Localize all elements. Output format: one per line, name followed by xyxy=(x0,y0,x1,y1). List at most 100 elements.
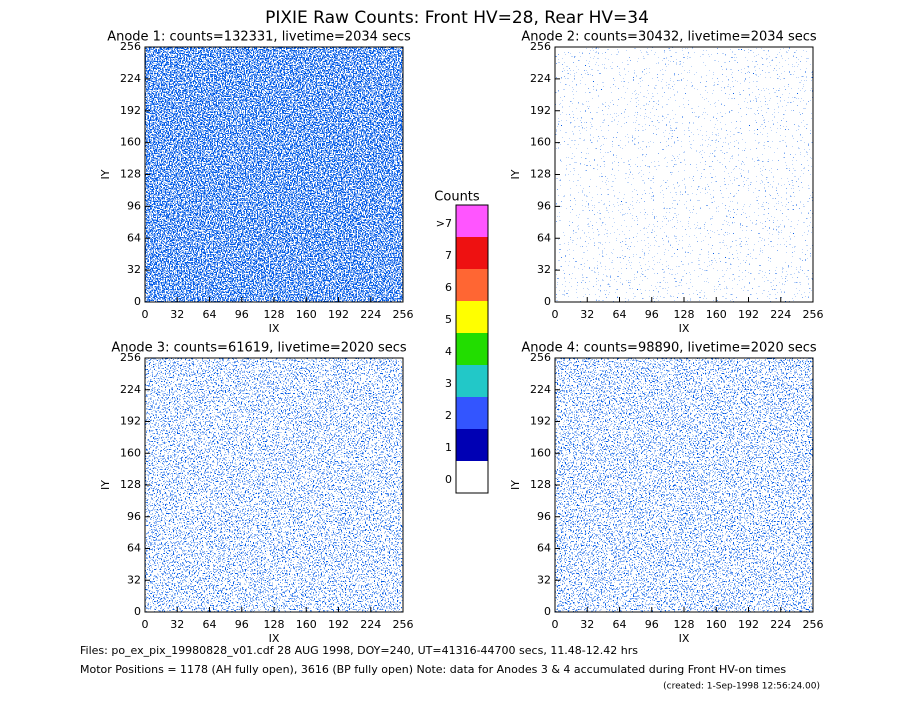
y-tick-label: 160 xyxy=(530,136,551,149)
colorbar-label: 3 xyxy=(445,377,452,390)
x-tick-label: 160 xyxy=(296,308,317,321)
x-tick-label: 192 xyxy=(738,618,759,631)
panel-title: Anode 2: counts=30432, livetime=2034 sec… xyxy=(521,30,817,45)
x-tick-label: 0 xyxy=(142,308,149,321)
colorbar-label: 7 xyxy=(445,249,452,262)
colorbar-swatch xyxy=(456,205,488,237)
y-tick-label: 32 xyxy=(537,263,551,276)
colorbar-frame xyxy=(455,204,489,494)
x-tick-label: 128 xyxy=(264,308,285,321)
y-axis-label: IY xyxy=(509,480,522,490)
y-tick-label: 192 xyxy=(120,415,141,428)
y-tick-label: 64 xyxy=(537,542,551,555)
x-tick-label: 128 xyxy=(674,308,695,321)
y-tick-label: 256 xyxy=(120,351,141,364)
x-axis-label: IX xyxy=(679,322,690,335)
y-tick-label: 96 xyxy=(127,510,141,523)
page-title: PIXIE Raw Counts: Front HV=28, Rear HV=3… xyxy=(265,8,649,28)
footer-note: (created: 1-Sep-1998 12:56:24.00) xyxy=(663,682,820,692)
x-tick-label: 224 xyxy=(770,308,791,321)
x-tick-label: 0 xyxy=(552,618,559,631)
x-tick-label: 128 xyxy=(674,618,695,631)
colorbar-swatch xyxy=(456,429,488,461)
y-tick-label: 256 xyxy=(120,40,141,53)
x-tick-label: 192 xyxy=(328,618,349,631)
x-tick-label: 224 xyxy=(360,308,381,321)
x-tick-label: 256 xyxy=(393,618,414,631)
y-tick-label: 64 xyxy=(127,231,141,244)
x-tick-label: 32 xyxy=(580,308,594,321)
footer-line: Motor Positions = 1178 (AH fully open), … xyxy=(80,663,786,676)
colorbar-label: >7 xyxy=(436,217,452,230)
y-tick-label: 0 xyxy=(134,295,141,308)
colorbar-swatch xyxy=(456,365,488,397)
colorbar-label: 1 xyxy=(445,441,452,454)
x-tick-label: 160 xyxy=(706,618,727,631)
x-tick-label: 224 xyxy=(360,618,381,631)
x-axis-label: IX xyxy=(679,632,690,645)
footer-line: Files: po_ex_pix_19980828_v01.cdf 28 AUG… xyxy=(80,644,638,657)
y-tick-label: 128 xyxy=(530,168,551,181)
panel-title: Anode 4: counts=98890, livetime=2020 sec… xyxy=(521,341,817,356)
x-tick-label: 32 xyxy=(170,618,184,631)
colorbar-swatch xyxy=(456,269,488,301)
x-tick-label: 32 xyxy=(580,618,594,631)
x-tick-label: 256 xyxy=(803,308,824,321)
panel-title: Anode 3: counts=61619, livetime=2020 sec… xyxy=(111,341,407,356)
y-tick-label: 96 xyxy=(537,510,551,523)
y-tick-label: 128 xyxy=(120,478,141,491)
y-tick-label: 64 xyxy=(537,231,551,244)
colorbar-swatch xyxy=(456,333,488,365)
y-tick-label: 128 xyxy=(120,168,141,181)
heatmap-texture xyxy=(555,358,813,612)
y-tick-label: 160 xyxy=(530,446,551,459)
x-tick-label: 160 xyxy=(296,618,317,631)
x-tick-label: 96 xyxy=(235,618,249,631)
x-tick-label: 0 xyxy=(142,618,149,631)
x-tick-label: 64 xyxy=(613,618,627,631)
x-tick-label: 256 xyxy=(803,618,824,631)
heatmap-texture xyxy=(555,47,813,302)
x-tick-label: 256 xyxy=(393,308,414,321)
x-tick-label: 192 xyxy=(328,308,349,321)
colorbar-swatch xyxy=(456,301,488,333)
y-tick-label: 256 xyxy=(530,40,551,53)
heatmap-texture xyxy=(145,358,403,612)
y-tick-label: 96 xyxy=(127,199,141,212)
y-tick-label: 160 xyxy=(120,446,141,459)
x-tick-label: 32 xyxy=(170,308,184,321)
y-tick-label: 224 xyxy=(120,383,141,396)
y-tick-label: 32 xyxy=(537,573,551,586)
colorbar-swatch xyxy=(456,461,488,493)
y-tick-label: 160 xyxy=(120,136,141,149)
x-tick-label: 128 xyxy=(264,618,285,631)
colorbar-title: Counts xyxy=(434,190,480,205)
x-tick-label: 192 xyxy=(738,308,759,321)
x-axis-label: IX xyxy=(269,632,280,645)
y-tick-label: 224 xyxy=(120,72,141,85)
x-tick-label: 64 xyxy=(613,308,627,321)
y-tick-label: 128 xyxy=(530,478,551,491)
y-tick-label: 192 xyxy=(120,104,141,117)
y-tick-label: 32 xyxy=(127,573,141,586)
x-tick-label: 160 xyxy=(706,308,727,321)
x-axis-label: IX xyxy=(269,322,280,335)
colorbar-label: 2 xyxy=(445,409,452,422)
colorbar-label: 0 xyxy=(445,473,452,486)
colorbar-swatch xyxy=(456,397,488,429)
y-axis-label: IY xyxy=(99,169,112,179)
y-tick-label: 192 xyxy=(530,104,551,117)
y-tick-label: 192 xyxy=(530,415,551,428)
colorbar-label: 5 xyxy=(445,313,452,326)
panel-title: Anode 1: counts=132331, livetime=2034 se… xyxy=(107,30,411,45)
x-tick-label: 96 xyxy=(645,618,659,631)
y-tick-label: 0 xyxy=(544,295,551,308)
y-axis-label: IY xyxy=(99,480,112,490)
heatmap-texture xyxy=(145,47,403,302)
colorbar-label: 4 xyxy=(445,345,452,358)
x-tick-label: 0 xyxy=(552,308,559,321)
y-tick-label: 64 xyxy=(127,542,141,555)
y-axis-label: IY xyxy=(509,169,522,179)
x-tick-label: 64 xyxy=(203,308,217,321)
